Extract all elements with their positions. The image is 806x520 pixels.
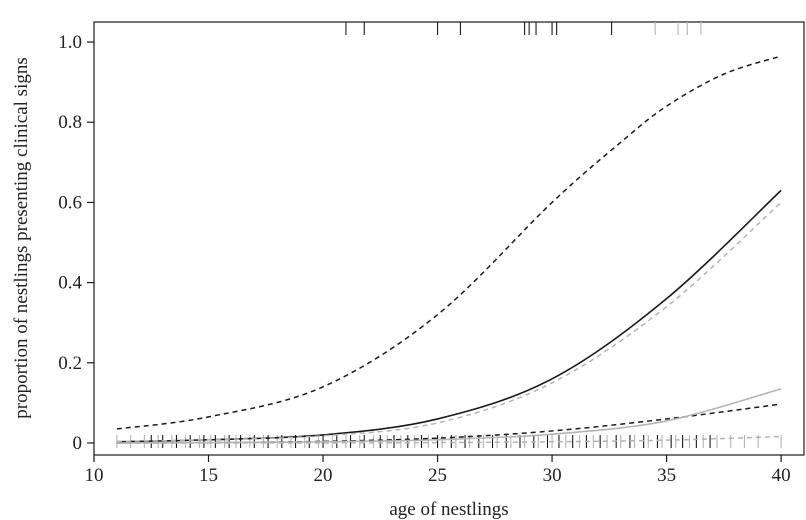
- x-tick-label: 20: [314, 465, 333, 486]
- rug-layer: [116, 22, 782, 448]
- grey-lower-ci-line: [116, 435, 782, 444]
- x-axis-label: age of nestlings: [389, 499, 508, 520]
- y-tick-label: 0.4: [58, 273, 82, 294]
- y-axis-label: proportion of nestlings presenting clini…: [11, 57, 32, 418]
- x-tick-label: 30: [543, 465, 562, 486]
- y-tick-label: 1.0: [58, 32, 82, 53]
- y-tick-label: 0.8: [58, 112, 82, 133]
- grey-upper-ci-line: [116, 201, 782, 443]
- x-tick-label: 35: [657, 465, 676, 486]
- series-layer: [116, 55, 782, 444]
- y-tick-label: 0.2: [58, 353, 82, 374]
- axis-layer: 10 15 20 25 30 35 40 0 0.2 0.4 0.6 0.8 1.0: [58, 32, 790, 486]
- black-lower-ci-line: [116, 403, 782, 444]
- x-tick-label: 25: [428, 465, 447, 486]
- black-fit-line: [116, 189, 782, 443]
- y-tick-label: 0.6: [58, 192, 82, 213]
- plot-frame: [93, 21, 805, 456]
- y-tick-label: 0: [73, 433, 83, 454]
- x-tick-label: 15: [199, 465, 218, 486]
- x-tick-label: 10: [85, 465, 104, 486]
- black-upper-ci-line: [116, 55, 782, 430]
- x-tick-label: 40: [772, 465, 791, 486]
